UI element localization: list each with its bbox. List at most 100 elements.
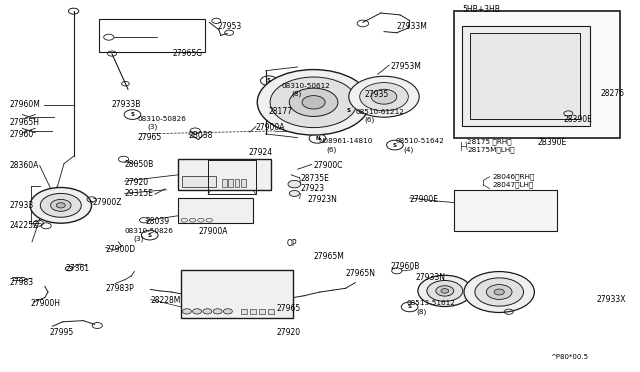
Text: 27900D: 27900D	[106, 246, 136, 254]
Text: 27900C: 27900C	[314, 161, 343, 170]
Text: 27965G: 27965G	[173, 49, 203, 58]
Bar	[181, 270, 293, 318]
Circle shape	[213, 309, 222, 314]
Text: 27933: 27933	[10, 201, 34, 210]
Text: 28228M: 28228M	[150, 296, 180, 305]
Text: S: S	[393, 142, 397, 148]
Bar	[454, 11, 620, 138]
Text: 27935: 27935	[365, 90, 389, 99]
Text: 08310-50826: 08310-50826	[125, 228, 173, 234]
Text: 08310-50612: 08310-50612	[282, 83, 330, 89]
Circle shape	[486, 285, 512, 299]
Text: S: S	[267, 78, 271, 83]
Bar	[268, 309, 274, 314]
Text: N: N	[315, 136, 320, 141]
Bar	[228, 179, 233, 187]
Text: 27965M: 27965M	[314, 252, 344, 261]
Text: OP: OP	[287, 239, 297, 248]
Text: 27361: 27361	[65, 264, 90, 273]
Circle shape	[289, 88, 338, 116]
Text: (3): (3)	[133, 236, 143, 243]
Bar	[182, 176, 216, 187]
Circle shape	[349, 76, 419, 117]
Text: S: S	[131, 112, 134, 117]
Text: 28360A: 28360A	[10, 161, 39, 170]
Text: 27900H: 27900H	[31, 299, 61, 308]
Bar	[241, 179, 246, 187]
Text: (3): (3)	[147, 124, 157, 131]
Text: 28039: 28039	[146, 217, 170, 226]
Text: 27900A: 27900A	[256, 123, 285, 132]
Text: (6): (6)	[365, 116, 375, 123]
Bar	[462, 26, 590, 126]
Text: 29315E: 29315E	[125, 189, 154, 198]
Circle shape	[288, 180, 301, 188]
Circle shape	[371, 89, 397, 104]
Circle shape	[203, 309, 212, 314]
Text: 27900A: 27900A	[198, 227, 228, 236]
Text: (8): (8)	[416, 308, 426, 315]
Text: 27933X: 27933X	[596, 295, 626, 304]
Text: 28047〈LH〉: 28047〈LH〉	[493, 182, 534, 188]
Text: 28175M〈LH〉: 28175M〈LH〉	[467, 146, 515, 153]
Text: 28735E: 28735E	[301, 174, 330, 183]
Text: 28050B: 28050B	[125, 160, 154, 169]
Text: 27965: 27965	[276, 304, 301, 312]
Text: 2B038: 2B038	[189, 131, 213, 140]
Text: 27983P: 27983P	[106, 284, 134, 293]
Text: S: S	[148, 232, 152, 238]
Circle shape	[360, 83, 408, 111]
Text: 27965: 27965	[138, 133, 162, 142]
Text: 27960: 27960	[10, 130, 34, 139]
Text: 27900E: 27900E	[410, 195, 438, 203]
Circle shape	[182, 309, 191, 314]
Circle shape	[257, 70, 370, 135]
Circle shape	[418, 275, 472, 307]
Text: 27983: 27983	[10, 278, 34, 287]
Bar	[208, 160, 256, 194]
Text: 27965H: 27965H	[10, 118, 40, 126]
Text: 24225Z: 24225Z	[10, 221, 39, 230]
Circle shape	[289, 190, 300, 196]
Circle shape	[436, 286, 454, 296]
Text: ^P80*00.5: ^P80*00.5	[550, 354, 588, 360]
Text: 27933B: 27933B	[112, 100, 141, 109]
Text: S: S	[346, 108, 350, 113]
Circle shape	[464, 272, 534, 312]
Text: S: S	[408, 304, 412, 310]
Circle shape	[56, 203, 65, 208]
Text: 27953: 27953	[218, 22, 242, 31]
Text: 27900Z: 27900Z	[93, 198, 122, 207]
Circle shape	[40, 193, 81, 217]
Circle shape	[30, 187, 92, 223]
Circle shape	[51, 199, 71, 211]
Text: (8): (8)	[291, 90, 301, 97]
Text: 27953M: 27953M	[390, 62, 421, 71]
Bar	[250, 309, 256, 314]
Text: 08510-51642: 08510-51642	[396, 138, 444, 144]
Bar	[241, 309, 247, 314]
Text: 27965N: 27965N	[346, 269, 376, 278]
Circle shape	[427, 280, 463, 301]
Bar	[470, 33, 580, 119]
Text: (4): (4)	[403, 146, 413, 153]
Text: N08961-14810: N08961-14810	[319, 138, 373, 144]
Bar	[259, 309, 265, 314]
Text: 28046〈RH〉: 28046〈RH〉	[493, 173, 535, 180]
Bar	[99, 19, 205, 52]
Circle shape	[223, 309, 232, 314]
Text: 28390E: 28390E	[563, 115, 592, 124]
Text: 28175 〈RH〉: 28175 〈RH〉	[467, 138, 512, 145]
Text: 08510-61212: 08510-61212	[356, 109, 404, 115]
Text: 2B390E: 2B390E	[538, 138, 567, 147]
Text: 28177: 28177	[269, 107, 293, 116]
Circle shape	[302, 96, 325, 109]
Text: 27995: 27995	[50, 328, 74, 337]
Circle shape	[475, 278, 524, 306]
Bar	[178, 198, 253, 223]
Text: 27924: 27924	[248, 148, 273, 157]
Text: 27933M: 27933M	[397, 22, 428, 31]
Text: 28276: 28276	[600, 89, 624, 97]
Circle shape	[494, 289, 504, 295]
Text: 08310-50826: 08310-50826	[138, 116, 186, 122]
